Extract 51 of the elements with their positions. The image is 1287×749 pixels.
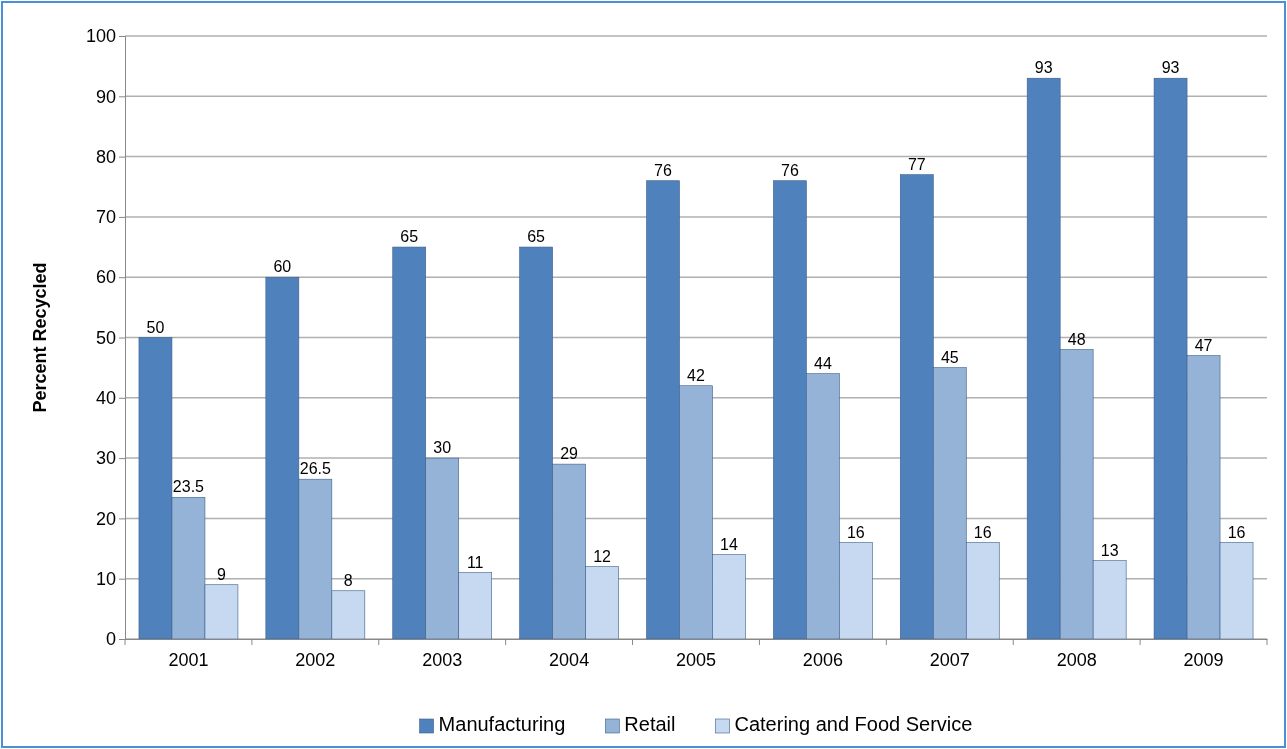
x-tick-label: 2005 xyxy=(675,649,717,670)
data-label: 16 xyxy=(1227,523,1246,541)
data-label: 76 xyxy=(654,161,673,179)
data-label: 77 xyxy=(907,155,926,173)
data-label: 44 xyxy=(813,354,832,372)
x-tick-label: 2004 xyxy=(549,649,590,670)
data-label: 93 xyxy=(1034,59,1053,77)
y-tick-label: 0 xyxy=(105,629,116,650)
legend-label: Catering and Food Service xyxy=(734,713,973,735)
x-tick-label: 2006 xyxy=(802,649,843,670)
data-label: 16 xyxy=(973,523,992,541)
data-label: 76 xyxy=(781,161,799,179)
x-tick-label: 2009 xyxy=(1183,649,1224,670)
legend-label: Manufacturing xyxy=(438,713,566,735)
data-label: 9 xyxy=(216,565,226,583)
y-tick-label: 90 xyxy=(95,86,116,107)
x-tick-label: 2001 xyxy=(168,649,209,670)
y-tick-label: 100 xyxy=(85,26,116,47)
data-label: 11 xyxy=(466,553,484,571)
data-label: 65 xyxy=(527,228,546,246)
data-label: 42 xyxy=(687,366,705,384)
x-tick-label: 2008 xyxy=(1056,649,1097,670)
data-label: 26.5 xyxy=(299,460,332,478)
y-axis-title: Percent Recycled xyxy=(30,262,50,413)
data-label: 30 xyxy=(433,439,452,457)
data-label: 29 xyxy=(560,445,579,463)
y-tick-label: 10 xyxy=(95,568,116,589)
y-tick-label: 80 xyxy=(95,146,116,167)
data-label: 47 xyxy=(1194,336,1213,354)
data-label: 93 xyxy=(1161,59,1180,77)
y-tick-label: 60 xyxy=(95,267,116,288)
y-tick-label: 20 xyxy=(95,508,116,529)
legend-label: Retail xyxy=(624,713,676,735)
x-tick-label: 2003 xyxy=(422,649,463,670)
data-label: 12 xyxy=(593,547,612,565)
x-tick-label: 2007 xyxy=(929,649,970,670)
data-label: 48 xyxy=(1067,330,1086,348)
data-label: 45 xyxy=(940,348,959,366)
y-tick-label: 30 xyxy=(95,448,116,469)
data-label: 8 xyxy=(343,571,353,589)
data-label: 60 xyxy=(273,258,292,276)
data-label: 13 xyxy=(1100,541,1119,559)
y-tick-label: 40 xyxy=(95,388,116,409)
data-label: 14 xyxy=(720,535,738,553)
data-label: 23.5 xyxy=(172,478,205,496)
data-label: 50 xyxy=(146,318,165,336)
x-tick-label: 2002 xyxy=(295,649,336,670)
data-label: 16 xyxy=(846,523,865,541)
y-tick-label: 50 xyxy=(95,327,116,348)
data-label: 65 xyxy=(400,228,419,246)
y-tick-label: 70 xyxy=(95,207,116,228)
